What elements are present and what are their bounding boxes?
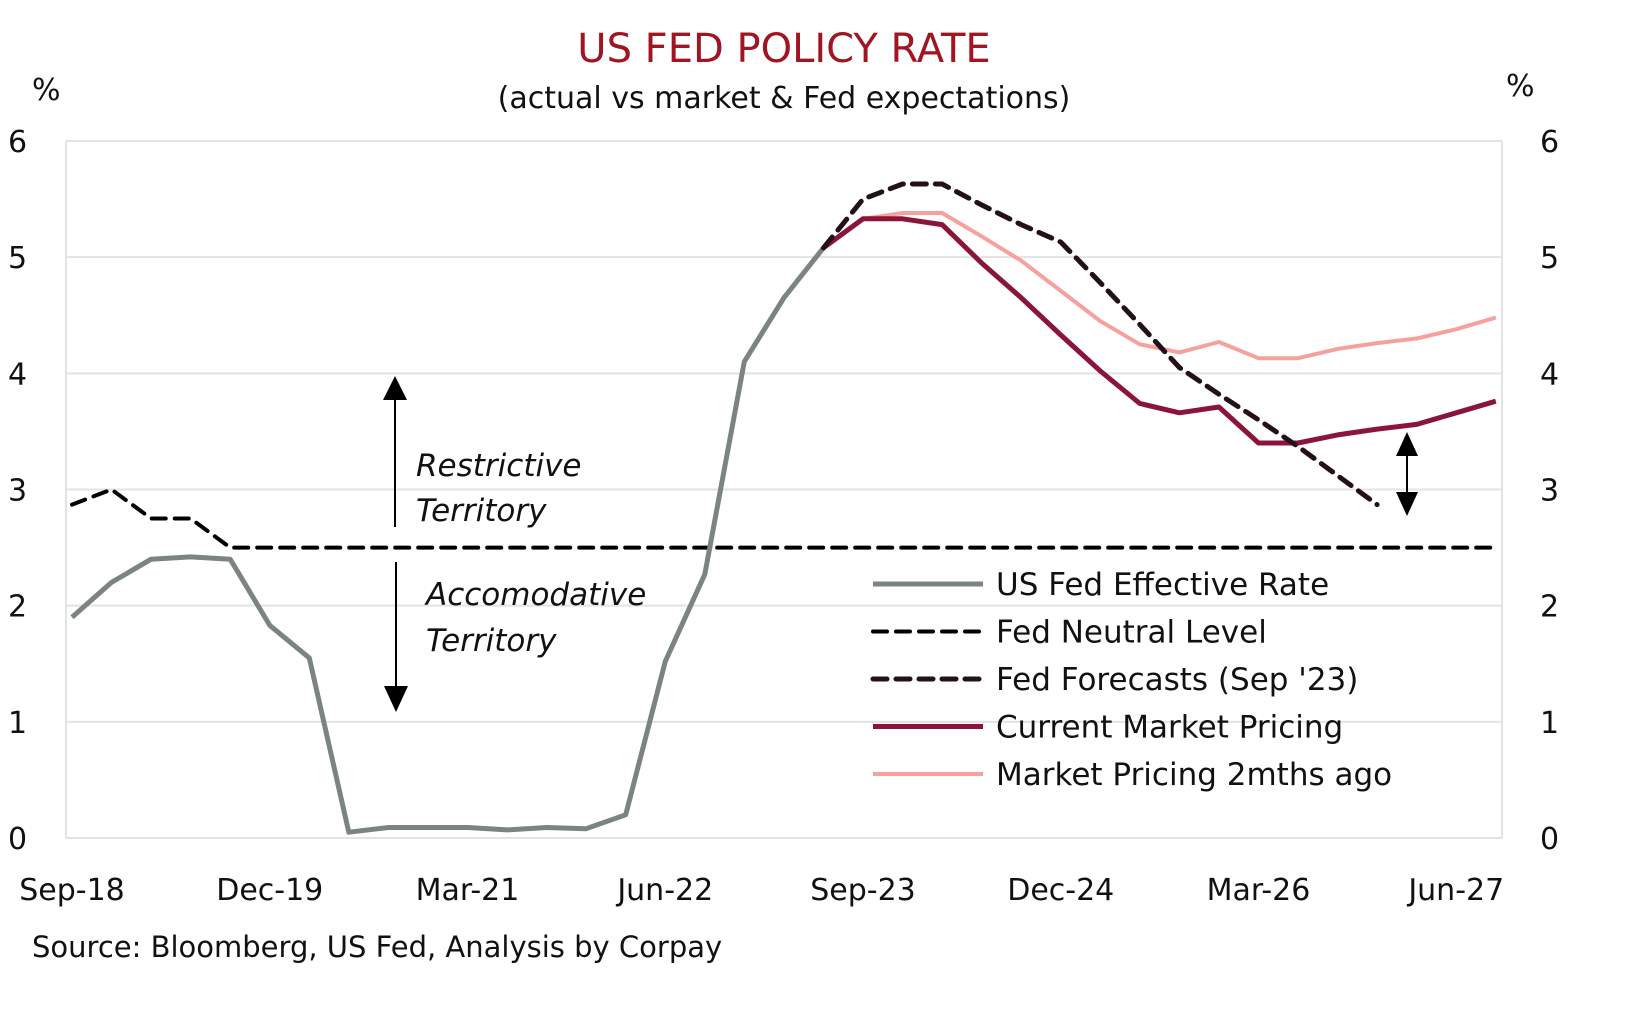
gap-arrow-head-up	[1396, 432, 1418, 456]
series-line-current-market-pricing	[821, 216, 1497, 446]
series-line-fed-neutral-level	[70, 487, 1498, 550]
x-tick-label: Mar-21	[416, 873, 520, 908]
y-tick-label-right: 1	[1540, 706, 1559, 741]
legend-label: Current Market Pricing	[996, 710, 1343, 746]
x-tick-label: Sep-18	[19, 873, 125, 908]
x-tick-label: Dec-19	[216, 873, 323, 908]
y-tick-label-right: 5	[1540, 241, 1559, 276]
legend-label: Market Pricing 2mths ago	[996, 757, 1392, 793]
territory-annotations: Restrictive Territory Accomodative Terri…	[383, 376, 1418, 712]
series-line-market-pricing-2mths-ago	[822, 211, 1497, 361]
y-tick-label-right: 6	[1540, 125, 1559, 160]
y-tick-label-right: 0	[1540, 822, 1559, 857]
y-tick-label-right: 3	[1540, 474, 1559, 509]
y-axis-label-left: %	[32, 73, 61, 108]
y-tick-label-left: 4	[8, 357, 27, 392]
y-tick-label-left: 6	[8, 125, 27, 160]
gap-arrow-head-down	[1396, 492, 1418, 516]
accommodative-label-1: Accomodative	[424, 577, 646, 613]
accommodative-label-2: Territory	[426, 623, 557, 659]
x-tick-label: Sep-23	[810, 873, 916, 908]
x-tick-label: Mar-26	[1207, 873, 1311, 908]
y-tick-label-right: 2	[1540, 590, 1559, 625]
x-tick-label: Jun-22	[615, 873, 713, 908]
legend-label: Fed Neutral Level	[996, 615, 1267, 651]
x-tick-label: Jun-27	[1406, 873, 1504, 908]
legend-label: US Fed Effective Rate	[996, 567, 1329, 603]
restrictive-arrow-head	[383, 376, 407, 400]
source-note: Source: Bloomberg, US Fed, Analysis by C…	[32, 930, 722, 964]
y-tick-label-left: 0	[8, 822, 27, 857]
series-line-us-fed-effective-rate	[70, 246, 826, 835]
y-axis-label-right: %	[1506, 69, 1535, 104]
y-tick-label-left: 1	[8, 706, 27, 741]
series-line-fed-forecasts-sep-23-	[820, 181, 1380, 508]
accommodative-arrow-head	[384, 686, 408, 712]
x-tick-label: Dec-24	[1007, 873, 1114, 908]
chart-subtitle: (actual vs market & Fed expectations)	[498, 81, 1071, 116]
legend-label: Fed Forecasts (Sep '23)	[996, 662, 1358, 698]
y-tick-label-left: 5	[8, 241, 27, 276]
restrictive-label-2: Territory	[416, 493, 547, 529]
y-tick-label-right: 4	[1540, 357, 1559, 392]
chart-title: US FED POLICY RATE	[577, 26, 990, 72]
legend: US Fed Effective Rate Fed Neutral Level Fe…	[870, 567, 1392, 793]
restrictive-label-1: Restrictive	[416, 448, 582, 484]
y-tick-label-left: 3	[8, 474, 27, 509]
y-tick-label-left: 2	[8, 590, 27, 625]
